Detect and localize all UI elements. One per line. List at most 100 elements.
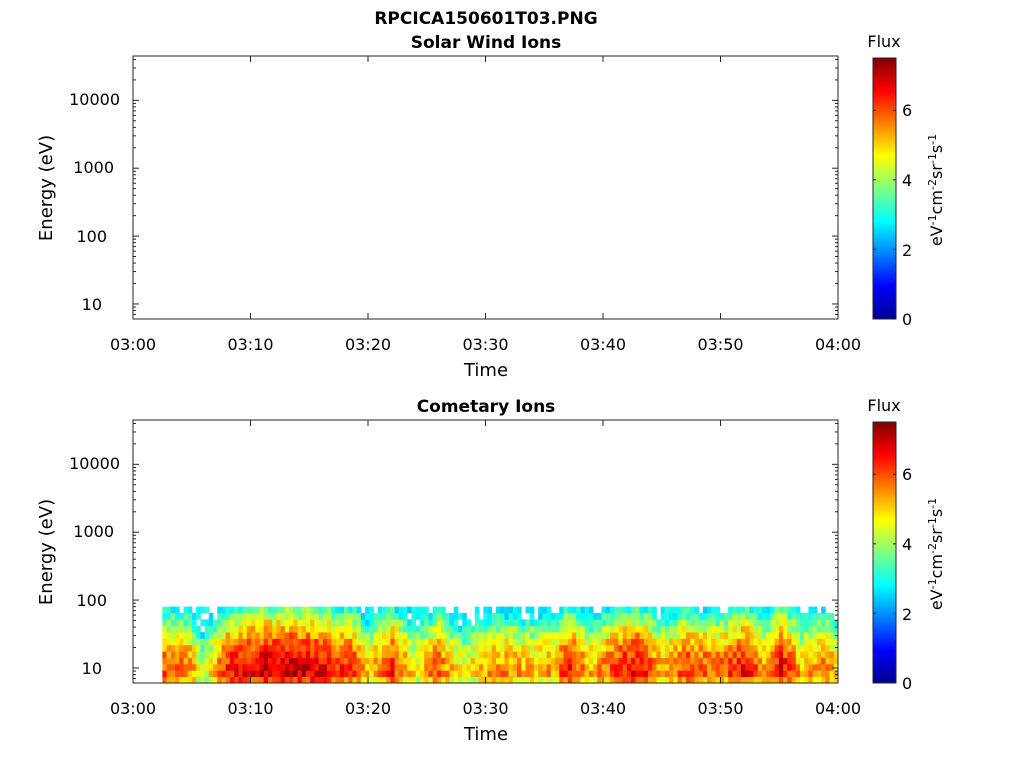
spectrogram-cell (280, 676, 286, 683)
spectrogram-cell (474, 638, 480, 646)
spectrogram-cell (339, 619, 345, 627)
spectrogram-cell (740, 670, 746, 678)
spectrogram-cell (386, 625, 391, 633)
spectrogram-cell (584, 638, 590, 646)
spectrogram-cell (335, 644, 341, 652)
spectrogram-cell (804, 663, 809, 671)
spectrogram-cell (263, 632, 269, 639)
spectrogram-cell (702, 657, 708, 665)
spectrogram-cell (200, 663, 205, 671)
spectrogram-cell (200, 632, 205, 639)
spectrogram-cell (322, 625, 328, 633)
spectrogram-cell (538, 606, 543, 614)
spectrogram-cell (508, 657, 514, 665)
spectrogram-cell (365, 625, 370, 633)
spectrogram-cell (428, 670, 434, 678)
spectrogram-cell (517, 670, 522, 678)
spectrogram-cell (360, 676, 366, 683)
spectrogram-cell (360, 619, 366, 627)
spectrogram-cell (593, 613, 598, 620)
spectrogram-cell (436, 670, 442, 678)
spectrogram-cell (745, 644, 750, 652)
spectrogram-cell (635, 644, 640, 652)
spectrogram-cell (246, 657, 252, 665)
spectrogram-cell (719, 613, 725, 620)
spectrogram-cell (305, 606, 311, 614)
spectrogram-cell (517, 651, 522, 658)
spectrogram-cell (432, 613, 438, 620)
spectrogram-cell (690, 663, 695, 671)
spectrogram-cell (284, 663, 290, 671)
spectrogram-cell (571, 613, 577, 620)
spectrogram-cell (428, 651, 434, 658)
spectrogram-cell (339, 606, 345, 614)
spectrogram-cell (698, 651, 704, 658)
spectrogram-cell (719, 670, 725, 678)
spectrogram-cell (407, 670, 412, 678)
spectrogram-cell (639, 657, 645, 665)
spectrogram-cell (331, 606, 336, 614)
spectrogram-cell (280, 670, 286, 678)
spectrogram-cell (825, 676, 830, 683)
spectrogram-cell (360, 638, 366, 646)
spectrogram-cell (255, 606, 260, 614)
spectrogram-cell (740, 651, 746, 658)
spectrogram-cell (723, 619, 729, 627)
spectrogram-cell (175, 657, 180, 665)
spectrogram-cell (504, 663, 510, 671)
spectrogram-cell (365, 670, 370, 678)
spectrogram-cell (318, 632, 324, 639)
spectrogram-cell (343, 651, 349, 658)
spectrogram-cell (660, 606, 666, 614)
spectrogram-cell (702, 644, 708, 652)
spectrogram-cell (166, 676, 172, 683)
spectrogram-cell (753, 632, 759, 639)
spectrogram-cell (728, 625, 733, 633)
spectrogram-cell (348, 657, 353, 665)
spectrogram-cell (542, 651, 548, 658)
spectrogram-cell (474, 619, 480, 627)
spectrogram-cell (187, 670, 193, 678)
spectrogram-cell (795, 619, 801, 627)
spectrogram-cell (251, 613, 256, 620)
spectrogram-cell (546, 676, 552, 683)
spectrogram-cell (424, 638, 429, 646)
spectrogram-cell (740, 663, 746, 671)
spectrogram-cell (293, 676, 298, 683)
spectrogram-cell (584, 619, 590, 627)
spectrogram-cell (335, 632, 341, 639)
spectrogram-cell (660, 644, 666, 652)
spectrogram-cell (470, 632, 476, 639)
spectrogram-cell (343, 663, 349, 671)
spectrogram-cell (778, 638, 784, 646)
spectrogram-cell (369, 651, 374, 658)
spectrogram-cell (517, 606, 522, 614)
spectrogram-cell (318, 651, 324, 658)
spectrogram-cell (652, 676, 657, 683)
spectrogram-cell (373, 638, 379, 646)
spectrogram-cell (795, 676, 801, 683)
spectrogram-cell (356, 625, 362, 633)
spectrogram-cell (707, 663, 712, 671)
spectrogram-cell (449, 651, 455, 658)
spectrogram-cell (685, 657, 691, 665)
spectrogram-cell (804, 632, 809, 639)
spectrogram-cell (445, 613, 450, 620)
spectrogram-cell (238, 663, 243, 671)
spectrogram-cell (521, 619, 526, 627)
spectrogram-cell (487, 625, 493, 633)
spectrogram-cell (293, 625, 298, 633)
spectrogram-cell (732, 651, 738, 658)
spectrogram-cell (343, 657, 349, 665)
spectrogram-cell (723, 644, 729, 652)
spectrogram-cell (289, 625, 294, 633)
spectrogram-cell (749, 663, 754, 671)
spectrogram-cell (525, 606, 531, 614)
spectrogram-cell (196, 676, 201, 683)
spectrogram-cell (457, 651, 463, 658)
spectrogram-cell (377, 625, 383, 633)
spectrogram-cell (310, 651, 315, 658)
spectrogram-cell (664, 657, 670, 665)
spectrogram-cell (398, 644, 404, 652)
